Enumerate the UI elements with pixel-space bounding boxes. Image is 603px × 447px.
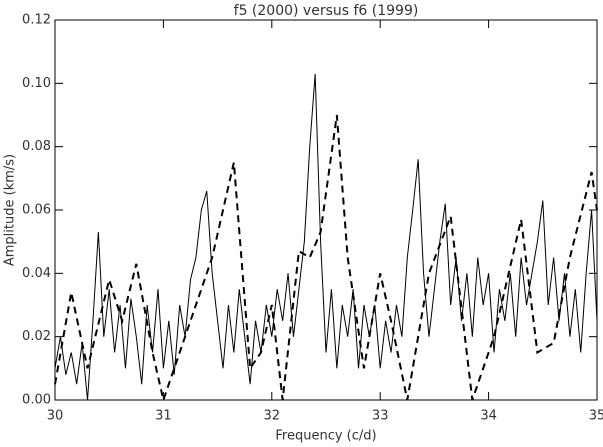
x-tick-label: 33 xyxy=(372,409,389,424)
y-tick-label: 0.04 xyxy=(22,266,51,281)
y-tick-label: 0.06 xyxy=(22,203,51,218)
y-tick-label: 0.10 xyxy=(22,76,51,91)
y-tick-label: 0.02 xyxy=(22,329,51,344)
dashed-line xyxy=(54,114,598,404)
chart-title: f5 (2000) versus f6 (1999) xyxy=(234,3,419,19)
y-axis-label: Amplitude (km/s) xyxy=(3,154,18,266)
solid-line xyxy=(54,73,598,401)
x-axis-label: Frequency (c/d) xyxy=(275,429,376,444)
y-tick-label: 0.00 xyxy=(22,393,51,408)
x-tick-label: 30 xyxy=(47,409,64,424)
y-tick-label: 0.12 xyxy=(22,13,51,28)
x-tick-label: 34 xyxy=(480,409,497,424)
x-tick-label: 32 xyxy=(264,409,281,424)
y-tick-label: 0.08 xyxy=(22,139,51,154)
x-tick-label: 35 xyxy=(589,409,603,424)
x-tick-label: 31 xyxy=(155,409,172,424)
